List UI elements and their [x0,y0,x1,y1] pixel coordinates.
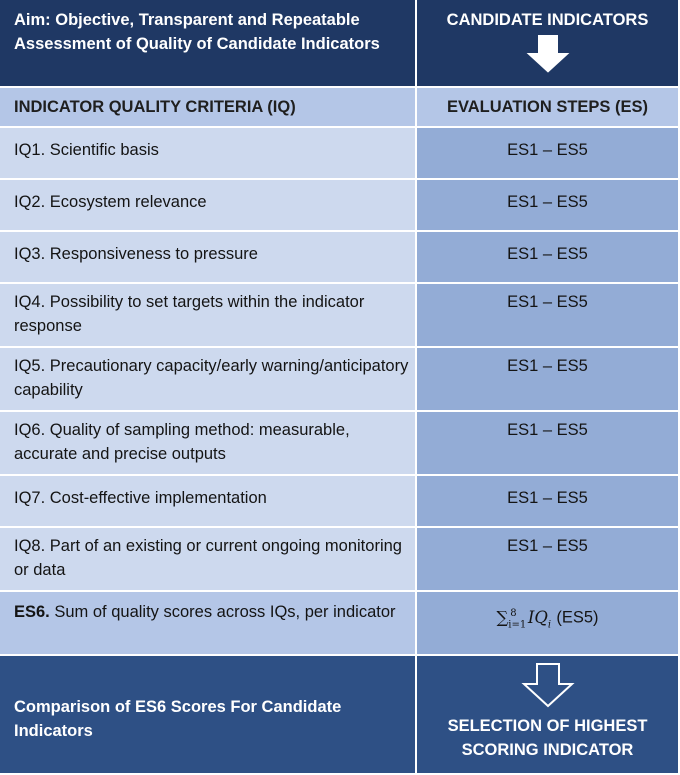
es6-cell: ES6. Sum of quality scores across IQs, p… [0,592,417,656]
steps-cell: ES1 – ES5 [417,284,680,348]
steps-cell: ES1 – ES5 [417,232,680,284]
steps-cell: ES1 – ES5 [417,348,680,412]
criterion-cell: IQ5. Precautionary capacity/early warnin… [0,348,417,412]
criterion-cell: IQ3. Responsiveness to pressure [0,232,417,284]
selection-cell: SELECTION OF HIGHEST SCORING INDICATOR [417,656,680,775]
steps-text: ES1 – ES5 [507,357,588,375]
steps-cell: ES1 – ES5 [417,476,680,528]
steps-text: ES1 – ES5 [507,537,588,555]
es6-text: Sum of quality scores across IQs, per in… [49,603,396,621]
es6-formula-cell: ∑i=18 IQi (ES5) [417,592,680,656]
sum-upper: 8 [510,608,517,619]
steps-text: ES1 – ES5 [507,489,588,507]
sum-lower: i=1 [508,618,527,630]
steps-text: ES1 – ES5 [507,141,588,159]
criterion-text: IQ6. Quality of sampling method: measura… [14,421,350,463]
criterion-text: IQ5. Precautionary capacity/early warnin… [14,357,409,399]
steps-text: ES1 – ES5 [507,245,588,263]
candidate-indicators-label: CANDIDATE INDICATORS [446,11,649,29]
criterion-cell: IQ2. Ecosystem relevance [0,180,417,232]
steps-text: ES1 – ES5 [507,421,588,439]
es6-label: ES6. [14,603,50,621]
steps-cell: ES1 – ES5 [417,128,680,180]
sum-formula: ∑i=18 IQi [496,607,556,630]
steps-text: ES1 – ES5 [507,193,588,211]
criterion-text: IQ4. Possibility to set targets within t… [14,293,365,335]
steps-column-label: EVALUATION STEPS (ES) [446,98,649,116]
steps-cell: ES1 – ES5 [417,528,680,592]
criteria-column-label: INDICATOR QUALITY CRITERIA (IQ) [14,98,296,116]
steps-text: ES1 – ES5 [507,293,588,311]
comparison-text: Comparison of ES6 Scores For Candidate I… [14,697,342,740]
aim-header: Aim: Objective, Transparent and Repeatab… [0,0,417,88]
criterion-cell: IQ8. Part of an existing or current ongo… [0,528,417,592]
iq-variable: IQ [527,607,548,627]
down-arrow-icon [520,663,575,708]
criterion-cell: IQ4. Possibility to set targets within t… [0,284,417,348]
iq-index: i [547,618,552,630]
criterion-cell: IQ1. Scientific basis [0,128,417,180]
comparison-cell: Comparison of ES6 Scores For Candidate I… [0,656,417,775]
aim-text: Aim: Objective, Transparent and Repeatab… [14,11,380,53]
steps-column-header: EVALUATION STEPS (ES) [417,88,680,128]
criterion-text: IQ7. Cost-effective implementation [14,489,267,507]
selection-text: SELECTION OF HIGHEST SCORING INDICATOR [447,717,648,759]
criterion-cell: IQ6. Quality of sampling method: measura… [0,412,417,476]
criterion-cell: IQ7. Cost-effective implementation [0,476,417,528]
criterion-text: IQ2. Ecosystem relevance [14,193,207,211]
criteria-column-header: INDICATOR QUALITY CRITERIA (IQ) [0,88,417,128]
steps-cell: ES1 – ES5 [417,412,680,476]
down-arrow-icon [520,33,575,76]
steps-cell: ES1 – ES5 [417,180,680,232]
criterion-text: IQ8. Part of an existing or current ongo… [14,537,402,579]
criterion-text: IQ1. Scientific basis [14,141,159,159]
sum-symbol: ∑ [496,607,509,627]
criterion-text: IQ3. Responsiveness to pressure [14,245,258,263]
candidate-indicators-header: CANDIDATE INDICATORS [417,0,680,88]
formula-suffix: (ES5) [556,608,599,627]
